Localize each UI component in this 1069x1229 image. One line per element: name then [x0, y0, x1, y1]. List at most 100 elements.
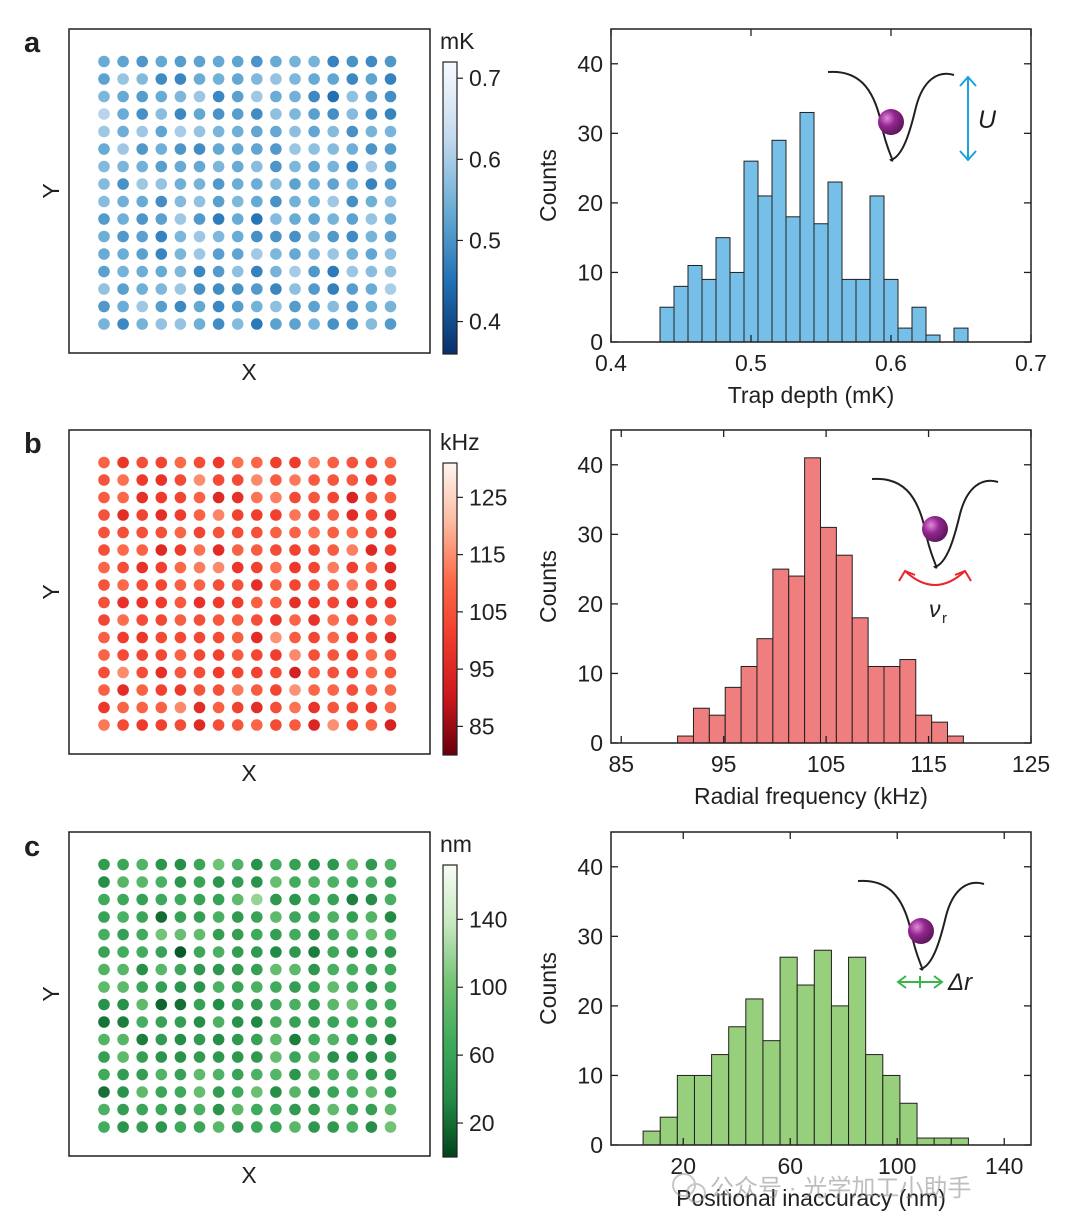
heatmap-dot — [231, 911, 244, 923]
heatmap-dot — [308, 474, 320, 486]
heatmap-dot — [174, 544, 187, 556]
heatmap-dot — [327, 1103, 340, 1116]
heatmap-dot — [193, 283, 206, 295]
heatmap-dot — [231, 300, 244, 313]
colorbar-tick-label: 0.6 — [469, 146, 501, 172]
heatmap-dot — [212, 1068, 225, 1081]
heatmap-dot — [250, 55, 263, 68]
heatmap-dot — [231, 125, 244, 138]
heatmap-dot — [212, 998, 225, 1011]
heatmap-dot — [384, 195, 397, 208]
histogram-bar — [813, 949, 832, 1146]
heatmap-dot — [384, 300, 397, 313]
heatmap-dot — [327, 614, 340, 626]
heatmap-dot — [250, 195, 263, 208]
heatmap-dot — [117, 1016, 129, 1028]
heatmap-dot — [155, 579, 168, 591]
heatmap-dot — [289, 911, 301, 923]
heatmap-dot — [98, 143, 110, 155]
heatmap-dot — [365, 666, 378, 679]
heatmap-dot — [136, 1103, 148, 1116]
heatmap-dot — [327, 596, 340, 609]
heatmap-dot — [270, 125, 282, 138]
histogram-bar — [882, 1074, 901, 1146]
histogram-bar — [772, 568, 790, 744]
heatmap-dot — [384, 1051, 397, 1063]
heatmap-dot — [270, 509, 282, 521]
heatmap-dot — [384, 544, 397, 556]
heatmap-dot — [270, 160, 282, 173]
x-axis-label: Positional inaccuracy (nm) — [676, 1185, 946, 1211]
heatmap-dot — [193, 1103, 206, 1116]
heatmap-dot — [193, 509, 206, 521]
heatmap-dot — [231, 579, 244, 591]
histogram-bar — [687, 264, 703, 343]
heatmap-dot — [174, 90, 187, 103]
heatmap-dot — [289, 1121, 301, 1133]
atom-ball — [908, 918, 934, 944]
heatmap-dot — [327, 178, 340, 190]
heatmap-dot — [365, 265, 378, 278]
depth-arrowhead-up — [959, 75, 977, 87]
heatmap-dot — [365, 143, 378, 155]
heatmap-dot — [250, 719, 263, 731]
heatmap-dot — [231, 544, 244, 556]
heatmap-dot — [155, 666, 168, 679]
heatmap-dot — [365, 893, 378, 906]
x-tick-label: 0.5 — [735, 350, 767, 376]
histogram-bar — [757, 195, 773, 343]
heatmap-dot — [193, 213, 206, 225]
heatmap-dot — [384, 491, 397, 504]
heatmap-panel-a: X YmK 0.7 0.6 0.5 0.4 — [38, 28, 501, 385]
heatmap-dot — [136, 318, 148, 330]
heatmap-dot — [289, 125, 301, 138]
histogram-bar — [931, 721, 949, 744]
heatmap-dot — [117, 230, 129, 243]
y-tick-label: 0 — [590, 329, 603, 355]
oscillation-arrowhead-left — [898, 569, 916, 582]
heatmap-dot — [98, 300, 110, 313]
heatmap-dot — [308, 981, 320, 993]
heatmap-dot — [98, 1103, 110, 1116]
heatmap-dot — [117, 283, 129, 295]
histogram-bar — [911, 306, 927, 343]
heatmap-dot — [289, 90, 301, 103]
heatmap-dot — [250, 893, 263, 906]
heatmap-dot — [117, 456, 129, 469]
heatmap-dot — [365, 456, 378, 469]
heatmap-dot — [117, 526, 129, 539]
heatmap-dot — [289, 666, 301, 679]
heatmap-dot — [117, 1121, 129, 1133]
heatmap-dot — [270, 631, 282, 644]
heatmap-dot — [327, 474, 340, 486]
heatmap-dot — [231, 981, 244, 993]
heatmap-dot — [308, 998, 320, 1011]
heatmap-dot — [231, 1121, 244, 1133]
heatmap-dot — [365, 474, 378, 486]
heatmap-dot — [117, 160, 129, 173]
heatmap-dot — [155, 474, 168, 486]
heatmap-dot — [193, 230, 206, 243]
heatmap-dot — [155, 544, 168, 556]
heatmap-dot — [193, 1068, 206, 1081]
heatmap-dot — [365, 125, 378, 138]
heatmap-dot — [98, 195, 110, 208]
heatmap-dot — [384, 108, 397, 120]
heatmap-dot — [270, 526, 282, 539]
heatmap-dot — [174, 1068, 187, 1081]
histogram-bar — [779, 956, 798, 1146]
heatmap-dot — [384, 858, 397, 871]
heatmap-dot — [174, 561, 187, 574]
heatmap-dot — [136, 213, 148, 225]
heatmap-dot — [289, 73, 301, 85]
heatmap-dot — [174, 579, 187, 591]
heatmap-dot — [231, 90, 244, 103]
heatmap-dot — [327, 108, 340, 120]
heatmap-dot — [289, 300, 301, 313]
heatmap-dot — [136, 1033, 148, 1046]
heatmap-dot — [327, 649, 340, 661]
heatmap-dot — [98, 579, 110, 591]
heatmap-dot — [289, 491, 301, 504]
heatmap-dot — [193, 90, 206, 103]
heatmap-dot — [270, 684, 282, 696]
